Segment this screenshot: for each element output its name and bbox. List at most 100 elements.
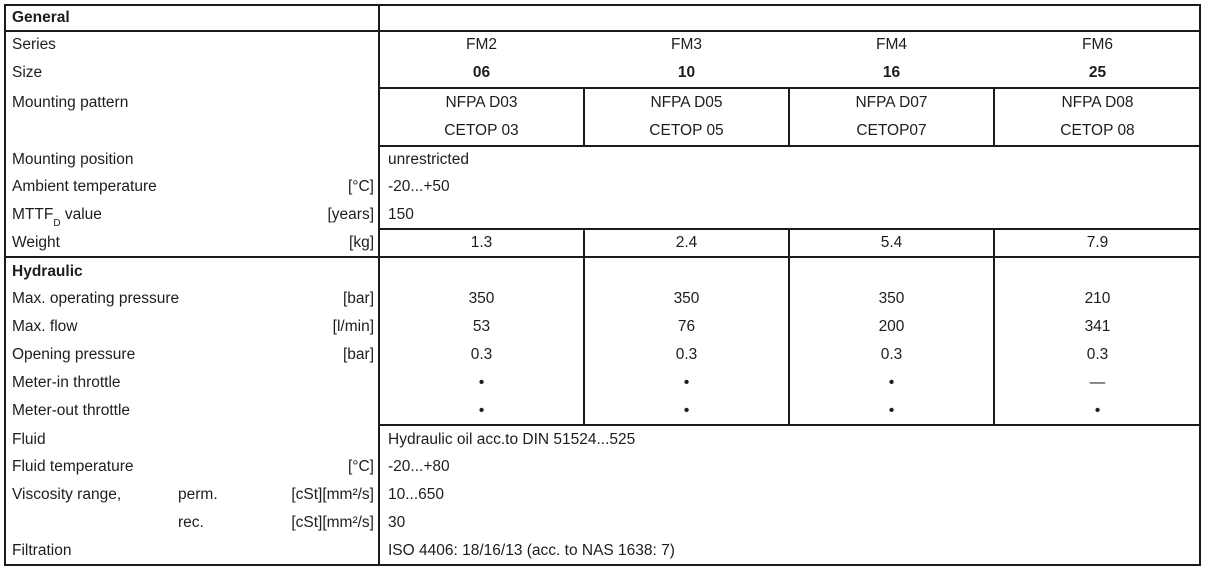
row-label-size: Size <box>12 64 43 81</box>
meter-out-fm2-bullet: • <box>478 402 485 419</box>
vline-col2-hydraulic <box>788 228 790 426</box>
nfpa-d05: NFPA D05 <box>650 94 723 111</box>
table-border-top <box>4 4 1201 6</box>
row-label-filtration: Filtration <box>12 542 72 559</box>
viscosity-perm-sublabel: perm. <box>178 486 218 503</box>
opening-pressure-fm6: 0.3 <box>1086 346 1109 363</box>
ambient-temperature-unit: [°C] <box>347 178 374 195</box>
vline-col1-hydraulic <box>583 228 585 426</box>
row-label-fluid: Fluid <box>12 431 46 448</box>
series-value-fm2: FM2 <box>466 36 497 53</box>
fluid-temperature-unit: [°C] <box>347 458 374 475</box>
max-flow-unit: [l/min] <box>332 318 374 335</box>
viscosity-perm-value: 10...650 <box>388 486 445 503</box>
max-flow-fm3: 76 <box>677 318 696 335</box>
row-label-meter-out-throttle: Meter-out throttle <box>12 402 131 419</box>
row-filtration: Filtration ISO 4406: 18/16/13 (acc. to N… <box>0 537 1205 564</box>
fluid-temperature-value: -20...+80 <box>388 458 450 475</box>
row-label-weight: Weight <box>12 234 60 251</box>
row-label-viscosity-range: Viscosity range, <box>12 486 122 503</box>
filtration-value: ISO 4406: 18/16/13 (acc. to NAS 1638: 7) <box>388 542 675 559</box>
vline-col3-pattern <box>993 87 995 147</box>
row-hydraulic-header: Hydraulic <box>0 258 1205 285</box>
row-weight: Weight [kg] 1.3 2.4 5.4 7.9 <box>0 229 1205 256</box>
hline-below-general <box>4 30 1201 32</box>
cetop-08: CETOP 08 <box>1060 122 1135 139</box>
row-meter-out-throttle: Meter-out throttle • • • • <box>0 397 1205 424</box>
ambient-temperature-value: -20...+50 <box>388 178 450 195</box>
nfpa-d08: NFPA D08 <box>1061 94 1134 111</box>
row-label-series: Series <box>12 36 56 53</box>
section-title-general: General <box>12 9 70 26</box>
cetop-03: CETOP 03 <box>444 122 519 139</box>
nfpa-d07: NFPA D07 <box>855 94 928 111</box>
row-label-ambient-temperature: Ambient temperature <box>12 178 157 195</box>
row-viscosity-perm: Viscosity range, perm. [cSt][mm²/s] 10..… <box>0 481 1205 509</box>
meter-in-fm4-bullet: • <box>888 374 895 391</box>
row-label-mounting-position: Mounting position <box>12 151 134 168</box>
row-label-mounting-pattern: Mounting pattern <box>12 94 129 111</box>
series-value-fm3: FM3 <box>671 36 702 53</box>
max-flow-fm2: 53 <box>472 318 491 335</box>
nfpa-d03: NFPA D03 <box>445 94 518 111</box>
max-operating-pressure-unit: [bar] <box>342 290 374 307</box>
row-label-opening-pressure: Opening pressure <box>12 346 136 363</box>
mttfd-unit: [years] <box>327 206 374 223</box>
opening-pressure-fm2: 0.3 <box>470 346 493 363</box>
viscosity-rec-value: 30 <box>388 514 406 531</box>
max-flow-fm6: 341 <box>1084 318 1111 335</box>
size-value-16: 16 <box>882 64 901 81</box>
hline-below-weight <box>4 256 1201 258</box>
row-opening-pressure: Opening pressure [bar] 0.3 0.3 0.3 0.3 <box>0 341 1205 369</box>
mounting-position-value: unrestricted <box>388 151 469 168</box>
meter-in-fm2-bullet: • <box>478 374 485 391</box>
vline-col1-pattern <box>583 87 585 147</box>
size-value-10: 10 <box>677 64 696 81</box>
cetop-05: CETOP 05 <box>649 122 724 139</box>
row-mounting-position: Mounting position unrestricted <box>0 146 1205 173</box>
row-viscosity-rec: rec. [cSt][mm²/s] 30 <box>0 509 1205 537</box>
size-value-25: 25 <box>1088 64 1107 81</box>
meter-out-fm3-bullet: • <box>683 402 690 419</box>
vline-col2-pattern <box>788 87 790 147</box>
row-fluid: Fluid Hydraulic oil acc.to DIN 51524...5… <box>0 426 1205 453</box>
row-max-flow: Max. flow [l/min] 53 76 200 341 <box>0 313 1205 341</box>
opening-pressure-unit: [bar] <box>342 346 374 363</box>
weight-value-fm3: 2.4 <box>675 234 698 251</box>
section-title-hydraulic: Hydraulic <box>12 263 83 280</box>
series-value-fm4: FM4 <box>876 36 907 53</box>
viscosity-rec-sublabel: rec. <box>178 514 204 531</box>
meter-in-fm6-dash: — <box>1089 374 1106 391</box>
divider-labels-data <box>378 4 380 566</box>
row-ambient-temperature: Ambient temperature [°C] -20...+50 <box>0 173 1205 201</box>
max-pressure-fm4: 350 <box>878 290 905 307</box>
weight-unit: [kg] <box>349 234 374 251</box>
viscosity-rec-unit: [cSt][mm²/s] <box>291 514 374 531</box>
row-mttfd: MTTFD value [years] 150 <box>0 201 1205 229</box>
opening-pressure-fm4: 0.3 <box>880 346 903 363</box>
cetop-07: CETOP07 <box>856 122 927 139</box>
vline-col3-hydraulic <box>993 228 995 426</box>
row-label-max-flow: Max. flow <box>12 318 78 335</box>
row-general-header: General <box>0 5 1205 30</box>
weight-value-fm6: 7.9 <box>1086 234 1109 251</box>
row-max-operating-pressure: Max. operating pressure [bar] 350 350 35… <box>0 285 1205 313</box>
size-value-06: 06 <box>472 64 491 81</box>
fluid-value: Hydraulic oil acc.to DIN 51524...525 <box>388 431 636 448</box>
weight-value-fm2: 1.3 <box>470 234 493 251</box>
row-mounting-pattern-nfpa: Mounting pattern NFPA D03 NFPA D05 NFPA … <box>0 89 1205 117</box>
mttfd-value: 150 <box>388 206 414 223</box>
row-meter-in-throttle: Meter-in throttle • • • — <box>0 369 1205 397</box>
opening-pressure-fm3: 0.3 <box>675 346 698 363</box>
row-size: Size 06 10 16 25 <box>0 58 1205 87</box>
max-flow-fm4: 200 <box>878 318 905 335</box>
table-border-bottom <box>4 564 1201 566</box>
meter-out-fm4-bullet: • <box>888 402 895 419</box>
row-label-fluid-temperature: Fluid temperature <box>12 458 134 475</box>
meter-out-fm6-bullet: • <box>1094 402 1101 419</box>
row-mounting-pattern-cetop: CETOP 03 CETOP 05 CETOP07 CETOP 08 <box>0 117 1205 145</box>
table-border-right <box>1199 4 1201 566</box>
series-value-fm6: FM6 <box>1082 36 1113 53</box>
row-label-max-operating-pressure: Max. operating pressure <box>12 290 180 307</box>
